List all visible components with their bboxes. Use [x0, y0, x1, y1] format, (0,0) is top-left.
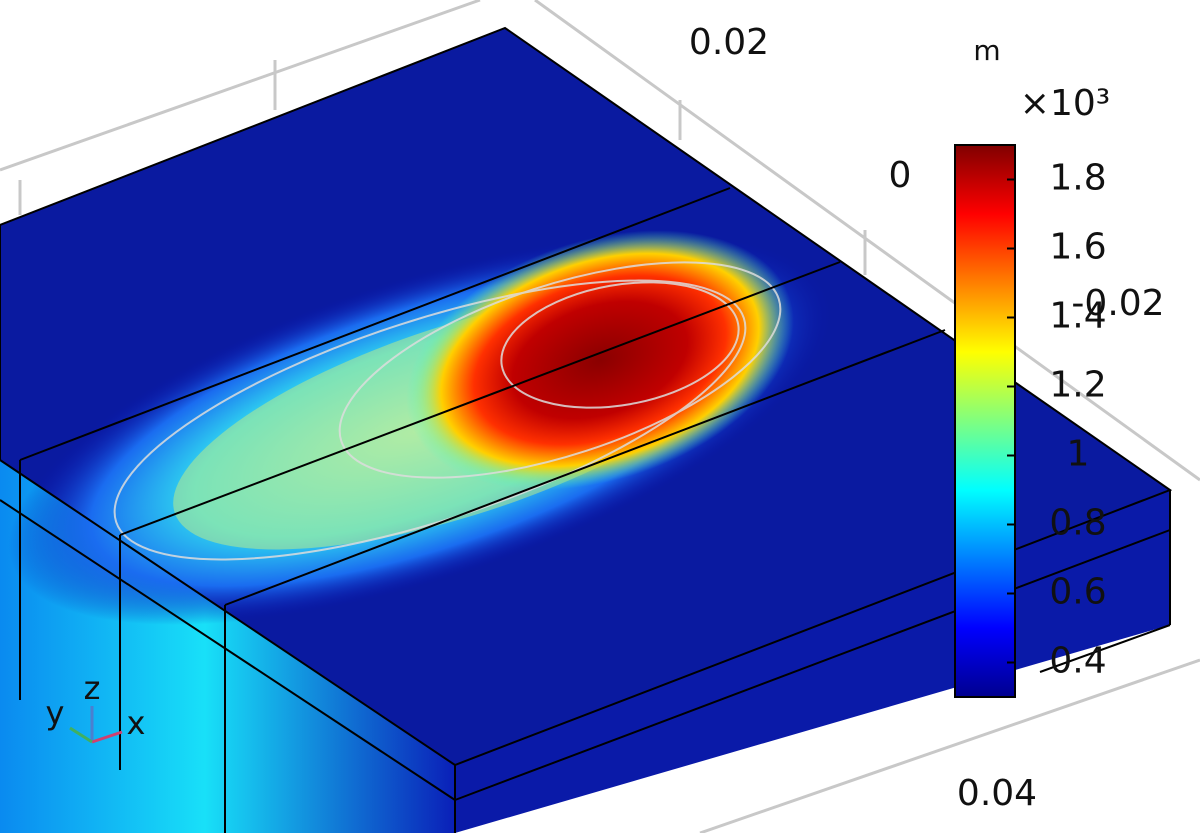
axis-label: 0.02: [689, 22, 769, 63]
colorbar-tick-label: 1.6: [1049, 227, 1106, 268]
triad-label: y: [46, 694, 65, 732]
colorbar-tick-label: 1.2: [1049, 365, 1106, 406]
triad-label: x: [127, 704, 146, 742]
colorbar-tick-label: 0.4: [1049, 641, 1106, 682]
axis-label: -0.02: [1071, 283, 1164, 324]
colorbar: [954, 144, 1016, 698]
triad: [69, 706, 123, 744]
axis-label: 0: [889, 155, 912, 196]
axis-label: 0.04: [957, 773, 1037, 814]
colorbar-tick-label: 0.8: [1049, 503, 1106, 544]
colorbar-tick-label: 1.4: [1049, 296, 1106, 337]
axis-unit: m: [973, 34, 1000, 67]
edges: [0, 26, 1173, 833]
colorbar-tick-label: 1: [1067, 434, 1090, 475]
colorbar-tick-label: 0.6: [1049, 572, 1106, 613]
colorbar-tick-label: 1.8: [1049, 158, 1106, 199]
triad-label: z: [84, 669, 101, 707]
colorbar-exponent: ×10³: [1020, 83, 1110, 124]
